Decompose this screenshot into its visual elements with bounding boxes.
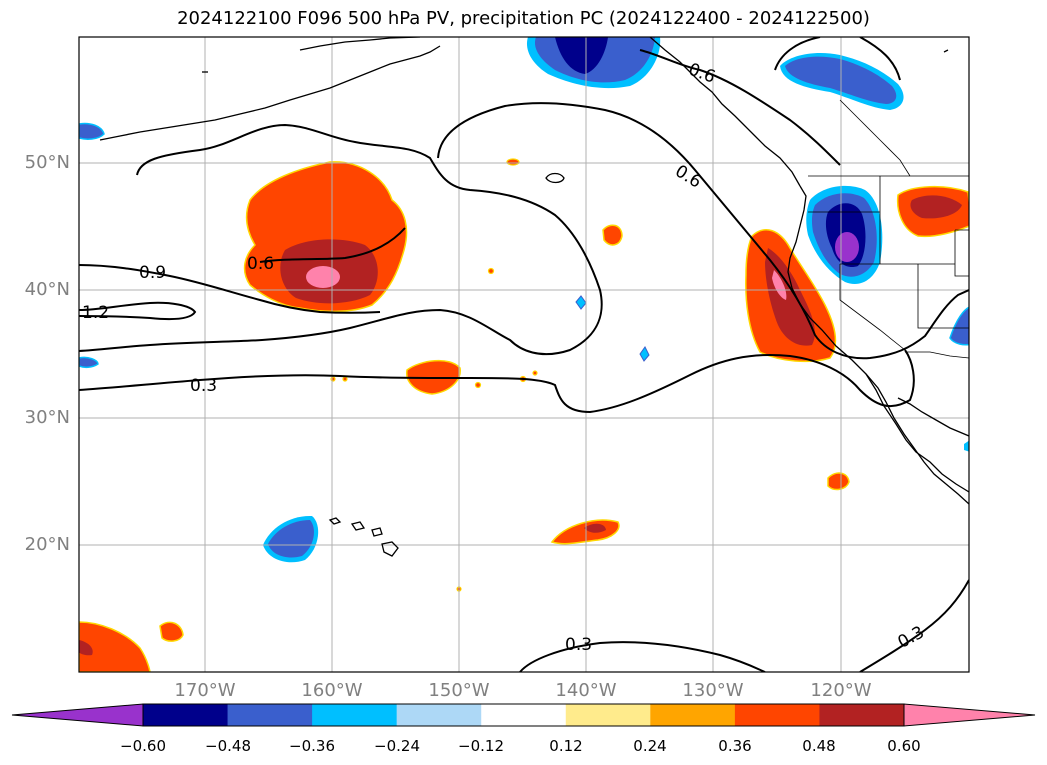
lon-label-170w: 170°W — [174, 680, 236, 701]
precip-patch-blue-east — [949, 306, 969, 346]
precip-patch-red-southwest — [79, 640, 93, 656]
contour-0.9 — [79, 264, 381, 314]
us-mexico-border — [905, 351, 969, 359]
lon-label-120w: 120°W — [810, 680, 872, 701]
map-frame — [78, 36, 970, 673]
contour-0.3-mid — [79, 349, 915, 414]
aleutian-islands — [99, 45, 441, 141]
hawaii-island-1 — [328, 517, 342, 525]
colorbar — [11, 703, 1036, 727]
lon-label-140w: 140°W — [555, 680, 617, 701]
precip-dot-4 — [532, 370, 538, 376]
colorbar-segment — [650, 704, 736, 726]
colorbar-tick: 0.12 — [549, 737, 583, 755]
precip-dot-1 — [487, 267, 495, 275]
small-island-1 — [545, 172, 565, 184]
contour-label: 0.3 — [190, 376, 217, 396]
colorbar-tick: −0.60 — [120, 737, 166, 755]
colorbar-segment — [396, 704, 482, 726]
small-island-3 — [943, 49, 949, 53]
precip-patch-blue-hawaii — [268, 520, 314, 558]
colorbar-tick: 0.24 — [633, 737, 667, 755]
colorbar-tick: −0.24 — [374, 737, 420, 755]
precip-patch-navy-bc — [555, 37, 608, 74]
contour-0.3-south — [519, 641, 766, 672]
contour-0.6-north — [79, 123, 603, 356]
colorbar-segment — [312, 704, 398, 726]
alaska-coast — [299, 37, 421, 51]
map-title: 2024122100 F096 500 hPa PV, precipitatio… — [177, 8, 870, 29]
lat-label-50n: 50°N — [24, 152, 70, 173]
precip-patch-lightblue-small-3 — [964, 440, 969, 452]
precip-patch-pink-160w — [306, 266, 340, 288]
contour-0.3-se — [859, 579, 969, 672]
hawaii-island-3 — [371, 527, 383, 537]
alaska-canada-border — [839, 99, 911, 177]
precip-patch-orange-13n — [159, 621, 184, 642]
contour-0.6-north-arc — [774, 37, 901, 81]
colorbar-segment — [143, 704, 229, 726]
lon-label-130w: 130°W — [682, 680, 744, 701]
precip-patch-yellow-50n — [506, 158, 520, 166]
precip-patch-blue-50n-west — [79, 122, 105, 140]
map-area — [79, 37, 969, 672]
lat-label-30n: 30°N — [24, 407, 70, 428]
baja-peninsula — [865, 373, 969, 493]
colorbar-tick: 0.36 — [718, 737, 752, 755]
state-border-4 — [839, 264, 906, 351]
pv-contours — [79, 37, 969, 672]
contour-label: 0.6 — [247, 254, 274, 274]
colorbar-tick: −0.36 — [289, 737, 335, 755]
precip-patch-orange-28n — [827, 472, 850, 491]
lon-label-160w: 160°W — [301, 680, 363, 701]
colorbar-segment — [734, 704, 820, 726]
contour-0.6-inner — [259, 227, 406, 263]
colorbar-segment — [481, 704, 567, 726]
colorbar-segment — [227, 704, 313, 726]
contour-label: 0.3 — [565, 635, 592, 655]
contour-label: 1.2 — [82, 303, 109, 323]
precip-patch-red-california — [765, 248, 815, 346]
precip-patch-blue-35n-west — [79, 356, 99, 369]
colorbar-segment — [565, 704, 651, 726]
political-borders — [808, 99, 969, 359]
contour-label: 0.9 — [139, 263, 166, 283]
colorbar-tick: −0.48 — [205, 737, 251, 755]
state-border-6 — [954, 229, 969, 277]
precip-patch-pink-california — [772, 270, 787, 300]
precip-patch-red-rockies — [910, 195, 962, 219]
colorbar-tick: 0.48 — [802, 737, 836, 755]
precip-patch-orange-44n — [602, 224, 623, 246]
precip-patch-lightblue-small-2 — [639, 346, 650, 362]
precip-dot-7 — [342, 376, 348, 382]
mexico-mainland — [897, 397, 969, 437]
colorbar-tick: −0.12 — [458, 737, 504, 755]
lat-label-40n: 40°N — [24, 279, 70, 300]
lon-label-150w: 150°W — [428, 680, 490, 701]
hawaii-island-4 — [381, 541, 399, 557]
contour-0.6-east — [639, 49, 841, 166]
lat-label-20n: 20°N — [24, 534, 70, 555]
contour-1.2 — [79, 301, 197, 321]
colorbar-frame — [142, 703, 905, 727]
precip-patch-purple-oregon — [835, 232, 859, 262]
colorbar-segment — [819, 704, 905, 726]
hawaii-island-2 — [350, 521, 366, 531]
contour-0.6-bc — [437, 102, 969, 360]
colorbar-extend-high — [903, 703, 1036, 727]
colorbar-tick: 0.60 — [887, 737, 921, 755]
precip-dot-2 — [474, 381, 482, 389]
state-border-5 — [917, 264, 969, 329]
west-coast-us — [787, 185, 969, 505]
colorbar-extend-low — [11, 703, 144, 727]
precip-patch-red-20n — [584, 523, 606, 533]
